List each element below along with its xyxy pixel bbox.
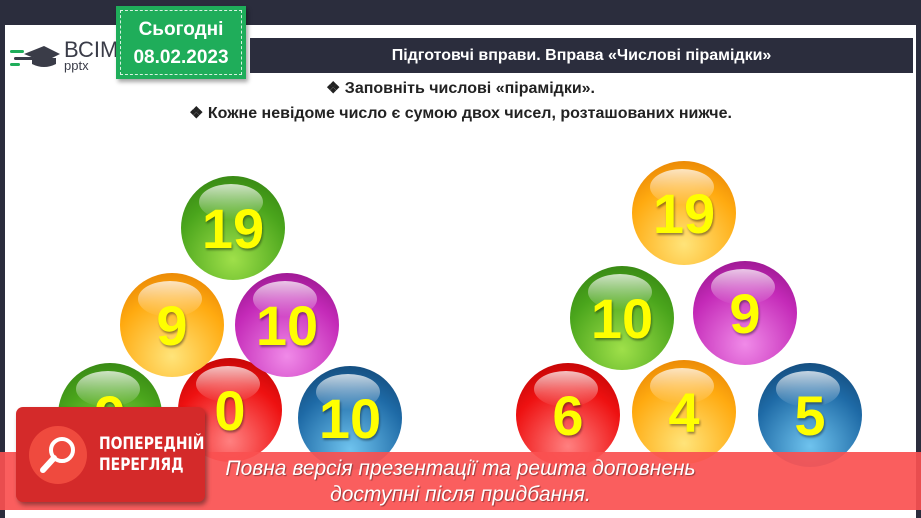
slide-title: Підготовчі вправи. Вправа «Числові пірам… <box>250 38 913 73</box>
preview-badge[interactable]: ПОПЕРЕДНІЙ ПЕРЕГЛЯД <box>16 407 205 502</box>
magnifier-icon <box>29 425 87 484</box>
banner-line-2: доступні після придбання. <box>330 483 591 506</box>
ball-right-mid-1: 10 <box>570 266 674 370</box>
graduation-cap-icon <box>10 44 60 68</box>
ball-right-mid-2: 9 <box>693 261 797 365</box>
ball-right-bottom-2: 4 <box>632 360 736 464</box>
preview-line-2: ПЕРЕГЛЯД <box>99 454 184 475</box>
preview-line-1: ПОПЕРЕДНІЙ <box>99 433 205 454</box>
date-badge: Сьогодні 08.02.2023 <box>116 6 246 79</box>
ball-right-bottom-1: 6 <box>516 363 620 467</box>
ball-right-bottom-3: 5 <box>758 363 862 467</box>
logo: ВСІМ pptx <box>10 37 119 73</box>
ball-left-bottom-2: 0 <box>178 358 282 462</box>
date-value: 08.02.2023 <box>133 47 229 68</box>
ball-left-top: 19 <box>181 176 285 280</box>
bullet-2: ❖ Кожне невідоме число є сумою двох чисе… <box>189 105 732 122</box>
banner-line-1: Повна версія презентації та решта доповн… <box>225 457 696 480</box>
logo-name: ВСІМ <box>64 37 119 62</box>
ball-right-top: 19 <box>632 161 736 265</box>
date-label: Сьогодні <box>138 19 224 40</box>
logo-sub: pptx <box>64 58 89 73</box>
ball-left-mid-1: 9 <box>120 273 224 377</box>
ball-left-mid-2: 10 <box>235 273 339 377</box>
bullet-1: ❖ Заповніть числові «пірамідки». <box>326 80 595 97</box>
